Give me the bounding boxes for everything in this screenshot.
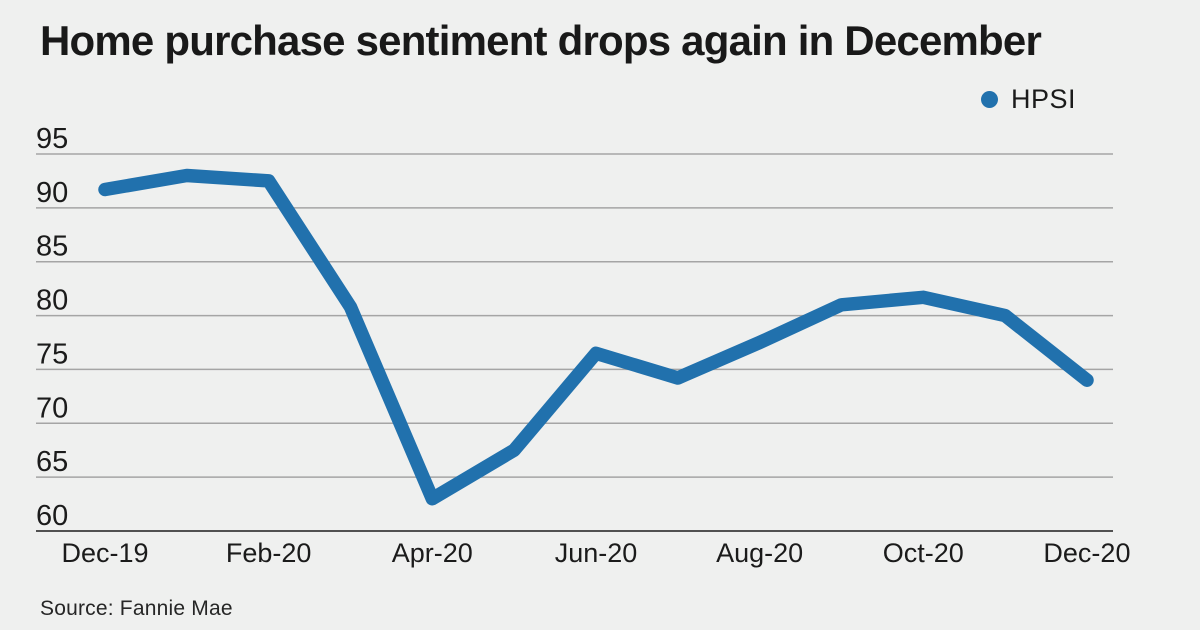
x-tick-label: Aug-20 bbox=[716, 538, 803, 568]
y-tick-label: 85 bbox=[36, 231, 68, 263]
legend: HPSI bbox=[981, 84, 1076, 115]
chart-title: Home purchase sentiment drops again in D… bbox=[40, 17, 1042, 64]
y-tick-label: 60 bbox=[36, 500, 68, 532]
legend-dot-icon bbox=[981, 91, 998, 108]
hpsi-series-line bbox=[98, 168, 1094, 506]
x-tick-label: Jun-20 bbox=[555, 538, 638, 568]
x-tick-label: Oct-20 bbox=[883, 538, 964, 568]
y-tick-label: 95 bbox=[36, 123, 68, 155]
legend-label: HPSI bbox=[1011, 84, 1077, 114]
y-tick-label: 80 bbox=[36, 285, 68, 317]
x-tick-label: Dec-19 bbox=[61, 538, 148, 568]
x-tick-label: Feb-20 bbox=[226, 538, 312, 568]
x-tick-label: Dec-20 bbox=[1043, 538, 1130, 568]
y-tick-label: 70 bbox=[36, 392, 68, 424]
y-tick-label: 75 bbox=[36, 338, 68, 370]
source-note: Source: Fannie Mae bbox=[40, 597, 233, 620]
x-tick-label: Apr-20 bbox=[392, 538, 473, 568]
y-tick-label: 90 bbox=[36, 177, 68, 209]
y-tick-label: 65 bbox=[36, 446, 68, 478]
